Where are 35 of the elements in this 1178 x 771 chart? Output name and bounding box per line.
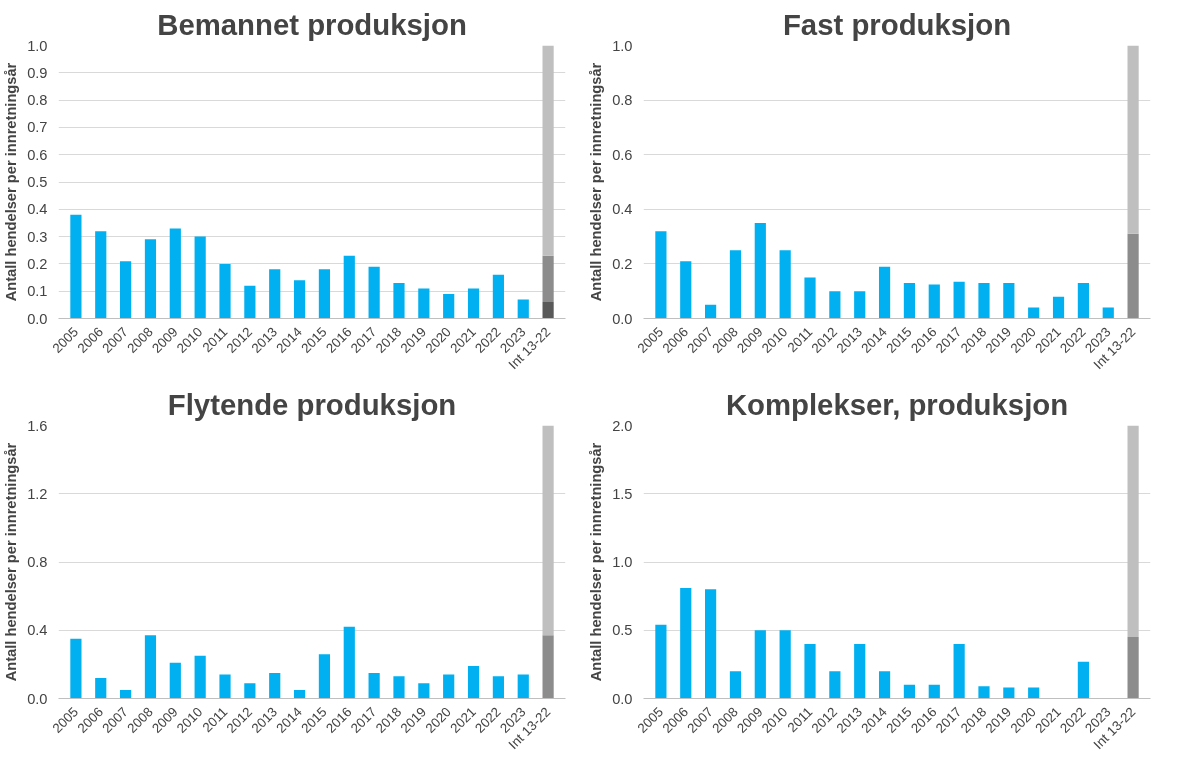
y-tick-label: 0.0 (612, 690, 633, 707)
y-tick-label: 0.0 (612, 310, 633, 327)
y-tick-label: 0.1 (27, 283, 48, 300)
y-tick-label: 0.2 (612, 255, 633, 272)
y-tick-label: 1.2 (27, 485, 48, 502)
y-tick-label: 2.0 (612, 417, 633, 434)
y-tick-label: 0.3 (27, 228, 48, 245)
y-tick-label: 0.4 (27, 201, 48, 218)
y-tick-label: 0.5 (27, 174, 48, 190)
y-tick-label: 1.5 (612, 485, 633, 502)
y-tick-label: 0.8 (612, 92, 633, 109)
y-tick-label: 1.6 (27, 417, 48, 434)
y-tick-label: 0.0 (27, 310, 48, 327)
y-tick-label: 0.4 (27, 622, 48, 639)
y-tick-label: 0.7 (27, 119, 48, 136)
chart-title: Fast produksjon (782, 7, 1012, 41)
chart-title: Komplekser, produksjon (725, 387, 1069, 421)
chart-title: Flytende produksjon (167, 387, 457, 421)
y-tick-label: 0.0 (27, 690, 48, 707)
y-tick-label: 0.8 (27, 92, 48, 109)
y-tick-label: 0.5 (612, 622, 633, 639)
y-tick-label: 0.6 (612, 146, 633, 163)
y-tick-label: 0.9 (27, 64, 48, 81)
y-tick-label: 1.0 (612, 37, 633, 54)
y-axis-title: Antall hendelser per innretningsår (588, 62, 605, 302)
y-tick-label: 0.8 (27, 554, 48, 570)
y-tick-label: 1.0 (27, 37, 48, 54)
y-tick-label: 0.4 (612, 201, 633, 218)
chart-title: Bemannet produksjon (157, 7, 467, 41)
y-axis-title: Antall hendelser per innretningsår (588, 442, 605, 682)
y-tick-label: 0.6 (27, 146, 48, 163)
y-tick-label: 1.0 (612, 554, 633, 570)
y-axis-title: Antall hendelser per innretningsår (3, 442, 20, 682)
y-tick-label: 0.2 (27, 255, 48, 272)
y-axis-title: Antall hendelser per innretningsår (3, 62, 20, 302)
